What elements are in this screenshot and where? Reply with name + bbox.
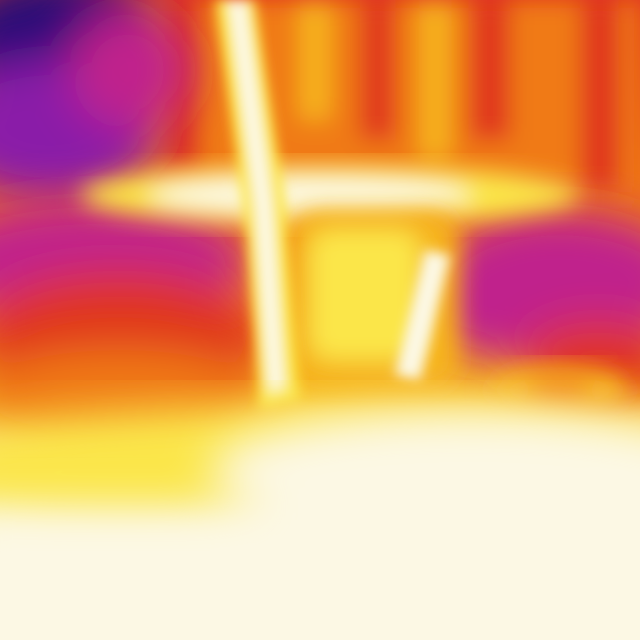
hot-vertical-posts: [215, 0, 450, 410]
right-lower-blob: [490, 365, 630, 415]
right-cool-region: [410, 210, 640, 400]
top-left-cold-region: [0, 0, 190, 200]
hot-floor: [0, 410, 640, 640]
upper-warm-band: [120, 0, 640, 200]
hot-ledge-band: [80, 165, 580, 225]
